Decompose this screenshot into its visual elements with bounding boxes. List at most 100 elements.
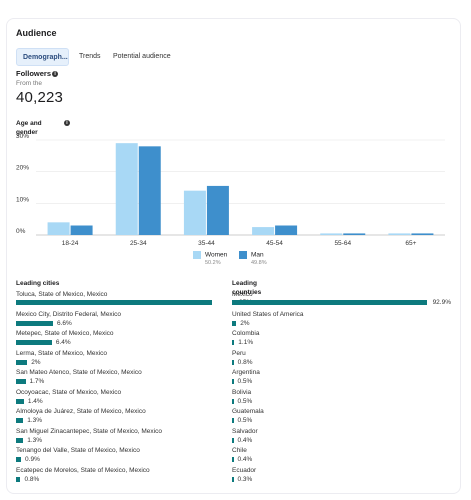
list-item: Ecatepec de Morelos, State of Mexico, Me… [16,467,252,486]
followers-label: Followers [16,69,52,78]
y-tick-label: 30% [16,133,29,140]
list-item-value: 0.4% [237,456,253,463]
list-item-value: 0.8% [24,475,40,483]
list-item-name: San Miguel Zinacantepec, State of Mexico… [16,427,162,435]
list-item-bar [232,457,234,462]
x-tick-label: 18-24 [62,240,79,247]
list-item-bar-row: 0.8% [232,359,451,366]
list-item-value: 6.4% [55,339,71,346]
list-item: Ecuador 0.3% [232,467,451,486]
list-item: San Mateo Atenco, State of Mexico, Mexic… [16,369,252,388]
list-item-bar [16,476,21,482]
list-item: Tenango del Valle, State of Mexico, Mexi… [16,447,252,466]
followers-subtitle: From the [16,80,43,87]
x-tick-label: 25-34 [130,240,147,247]
followers-count: 40,223 [16,89,64,106]
leading-countries-heading: Leading countries [232,280,262,296]
bar-women-45-54 [252,227,275,235]
x-tick-label: 45-54 [266,240,283,247]
list-item-value: 1.7% [29,378,45,385]
list-item-bar-row: 1.1% [232,339,451,346]
list-item-bar [16,398,24,404]
list-item-bar [232,340,235,345]
list-item-value: 6.6% [56,319,72,327]
list-item-bar [232,418,234,423]
list-item: Bolivia 0.5% [232,389,451,408]
list-item-value: 0.4% [237,436,253,444]
age-gender-label: Age and gender [16,120,42,136]
list-item: Toluca, State of Mexico, Mexico35% [16,291,252,310]
list-item: Colombia 1.1% [232,330,451,349]
y-tick-label: 10% [16,196,29,203]
list-item-value: 0.9% [25,456,40,463]
list-item-bar-row [232,300,451,305]
list-item-bar-row: 0.5% [232,378,451,385]
list-item-name: United States of America [232,310,304,318]
list-item-name: San Mateo Atenco, State of Mexico, Mexic… [16,369,142,376]
list-item: San Miguel Zinacantepec, State of Mexico… [16,428,252,447]
leading-cities-heading: Leading cities [16,280,60,287]
list-item-name: Metepec, State of Mexico, Mexico [16,330,114,337]
list-item-bar [232,379,234,384]
list-item-bar [232,437,234,443]
list-item-bar [16,320,53,326]
tab-potential-audience[interactable]: Potential audience [113,53,171,60]
tab-trends[interactable]: Trends [79,53,101,60]
tab-demographics[interactable]: Demograph... [16,48,69,66]
list-item-bar-row [16,300,252,305]
list-item: Almoloya de Juárez, State of Mexico, Mex… [16,408,252,427]
list-item-value: 92.9% [432,299,451,306]
list-item-name: Almoloya de Juárez, State of Mexico, Mex… [16,408,146,415]
list-item: United States of America 2% [232,311,451,330]
list-item-bar [232,476,234,482]
age-gender-chart: 0% 10% 20% 30% 18-24 25-34 35-44 45-54 55-64 65+ [16,133,445,247]
list-item-value: 0.5% [237,417,253,424]
list-item: Peru 0.8% [232,350,451,369]
list-item: Guatemala 0.5% [232,408,451,427]
list-item-value: 1.1% [238,339,254,346]
bar-man-18-24 [70,225,93,235]
legend-label-women: Women [205,251,228,259]
list-item: Argentina 0.5% [232,369,451,388]
list-item-bar [232,359,234,365]
list-item: Salvador 0.4% [232,428,451,447]
list-item-bar-row: 0.4% [232,437,451,444]
legend-swatch-women [193,251,201,259]
list-item-name: Ocoyoacac, State of Mexico, Mexico [16,388,122,396]
bar-women-18-24 [47,222,70,235]
card-title: Audience [16,28,57,38]
list-item-value: 0.3% [237,475,253,483]
legend-women: Women 50.2% [193,251,227,266]
list-item-name: Mexico [232,291,253,298]
list-item-bar-row: 0.5% [232,398,451,405]
x-tick-label: 55-64 [334,240,351,247]
list-item-bar-row: 1.3% [16,437,252,444]
list-item-bar-row: 1.7% [16,378,252,385]
list-item-bar [16,340,52,345]
list-item-bar [232,398,234,404]
list-item-name: Peru [232,349,246,357]
list-item: Mexico 92.9% [232,291,451,310]
followers-heading: Followers i [16,69,59,78]
info-icon[interactable]: i [64,120,70,126]
list-item-value: 1.3% [27,417,43,424]
audience-card [6,18,461,494]
list-item-bar [16,379,26,384]
list-item-name: Salvador [232,427,258,435]
list-item-bar-row: 1.4% [16,398,252,405]
list-item-value: 1.3% [27,436,43,444]
list-item-bar-row: 0.3% [232,476,451,483]
list-item-bar-row: 0.4% [232,456,451,463]
list-item-name: Colombia [232,330,260,337]
list-item-name: Ecuador [232,466,257,474]
legend-pct-women: 50.2% [205,260,221,266]
list-item: Ocoyoacac, State of Mexico, Mexico 1.4% [16,389,252,408]
bar-man-65+ [411,233,434,235]
bar-man-25-34 [138,146,161,235]
list-item: Lerma, State of Mexico, Mexico 2% [16,350,252,369]
bar-women-35-44 [183,190,206,235]
y-tick-label: 0% [16,228,26,235]
list-item-bar [16,300,212,305]
list-item-bar [232,300,427,305]
info-icon[interactable]: i [52,71,59,78]
